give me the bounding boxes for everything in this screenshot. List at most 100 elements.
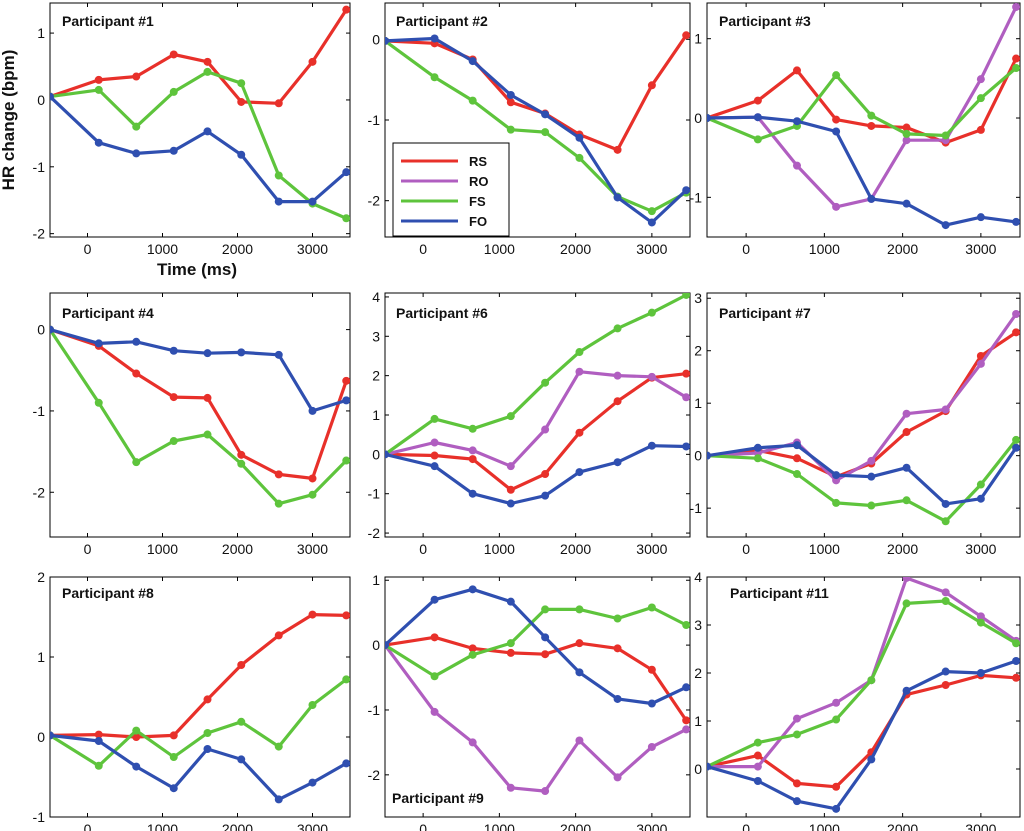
legend-label-ro: RO	[469, 174, 489, 189]
data-point-rs	[832, 115, 841, 124]
y-tick-label: -1	[33, 403, 46, 419]
data-point-rs	[169, 731, 178, 740]
data-point-ro	[613, 371, 622, 380]
y-tick-label: 1	[372, 407, 380, 423]
data-point-fs	[274, 499, 283, 508]
series-group	[50, 325, 350, 508]
data-point-fs	[468, 96, 477, 105]
data-point-rs	[274, 99, 283, 108]
data-point-ro	[575, 367, 584, 376]
data-point-ro	[468, 446, 477, 455]
data-point-fo	[613, 458, 622, 467]
data-point-fo	[274, 197, 283, 206]
data-point-fs	[976, 480, 985, 489]
y-tick-label: 0	[37, 322, 45, 338]
data-point-fo	[385, 36, 389, 45]
data-point-fs	[430, 73, 439, 82]
data-point-fo	[203, 127, 212, 136]
panel-title: Participant #3	[719, 13, 811, 29]
data-point-fo	[976, 213, 985, 222]
data-point-fo	[342, 759, 350, 768]
data-point-rs	[902, 123, 911, 132]
y-tick-label: -1	[33, 809, 46, 825]
data-point-ro	[541, 425, 550, 434]
x-tick-label: 1000	[809, 821, 840, 831]
data-point-fo	[430, 34, 439, 43]
data-point-fs	[976, 618, 985, 627]
panel-title: Participant #11	[730, 585, 829, 601]
data-point-fo	[832, 127, 841, 136]
x-tick-label: 1000	[147, 241, 178, 257]
panel-5: 0 1000 2000 3000 -2 -1 0 1 2 3 4 Participant #6	[368, 289, 691, 557]
data-point-fo	[753, 443, 762, 452]
series-group	[385, 585, 690, 796]
legend: RS RO FS FO	[392, 142, 510, 237]
data-point-fs	[274, 742, 283, 751]
data-point-rs	[613, 397, 622, 406]
x-tick-label: 2000	[887, 241, 918, 257]
data-point-fs	[541, 605, 550, 614]
data-point-fs	[430, 672, 439, 681]
data-point-fo	[506, 499, 515, 508]
data-point-fo	[308, 406, 317, 415]
data-point-fo	[647, 218, 656, 227]
data-point-fo	[832, 804, 841, 813]
data-point-ro	[976, 612, 985, 621]
data-point-ro	[832, 202, 841, 211]
x-tick-label: 1000	[484, 541, 515, 557]
data-point-fo	[902, 199, 911, 208]
data-point-fs	[792, 470, 801, 479]
data-point-fs	[832, 715, 841, 724]
legend-label-fo: FO	[469, 214, 487, 229]
x-tick-label: 3000	[965, 541, 996, 557]
data-point-fo	[237, 150, 246, 159]
y-tick-label: -1	[690, 500, 703, 516]
data-point-ro	[541, 787, 550, 796]
x-tick-label: 1000	[147, 821, 178, 831]
data-point-rs	[506, 648, 515, 657]
data-point-rs	[832, 782, 841, 791]
y-tick-label: -2	[368, 193, 381, 209]
panel-1: 0 1000 2000 3000 -2 -1 0 1 Participant #1	[33, 2, 351, 257]
data-point-fs	[1012, 639, 1020, 648]
panel-6: 0 1000 2000 3000 -1 0 1 2 3 Participant #7	[690, 290, 1021, 557]
y-tick-label: -1	[33, 159, 46, 175]
y-tick-label: -2	[368, 525, 381, 541]
x-tick-label: 3000	[636, 821, 667, 831]
data-point-rs	[342, 5, 350, 14]
x-tick-label: 2000	[222, 821, 253, 831]
x-tick-label: 1000	[147, 541, 178, 557]
y-tick-label: 1	[694, 395, 702, 411]
data-point-rs	[169, 50, 178, 59]
data-point-ro	[902, 577, 911, 582]
data-point-fo	[342, 168, 350, 177]
data-point-fo	[94, 138, 103, 147]
data-point-rs	[902, 428, 911, 437]
data-point-fs	[132, 458, 141, 467]
data-point-rs	[647, 665, 656, 674]
data-point-ro	[506, 462, 515, 471]
y-tick-label: 3	[694, 617, 702, 633]
data-point-fo	[506, 90, 515, 99]
y-tick-label: 1	[694, 713, 702, 729]
panel-title: Participant #4	[62, 305, 154, 321]
y-tick-label: 0	[372, 446, 380, 462]
data-point-fs	[647, 603, 656, 612]
data-point-fo	[1012, 657, 1020, 665]
data-point-fo	[976, 494, 985, 503]
data-point-rs	[342, 611, 350, 620]
x-tick-label: 1000	[484, 241, 515, 257]
y-tick-label: -2	[368, 767, 381, 783]
data-point-rs	[132, 72, 141, 81]
data-point-fo	[976, 669, 985, 677]
x-tick-label: 1000	[484, 821, 515, 831]
x-tick-label: 0	[84, 541, 92, 557]
data-point-rs	[430, 633, 439, 642]
data-point-fo	[541, 633, 550, 642]
plot-frame	[49, 292, 351, 538]
data-point-fs	[941, 597, 950, 605]
data-point-fs	[132, 122, 141, 131]
data-point-ro	[1012, 3, 1020, 11]
data-point-fo	[541, 110, 550, 119]
y-tick-label: 0	[694, 448, 702, 464]
